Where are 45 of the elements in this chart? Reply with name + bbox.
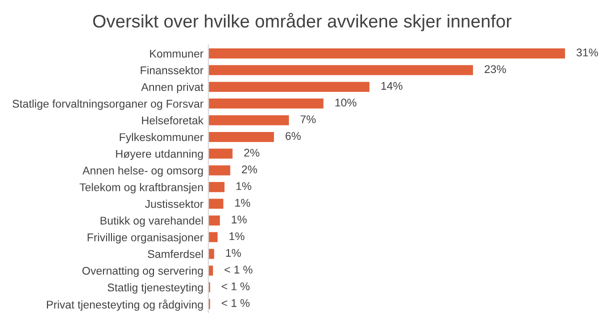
data-label: 1%	[230, 232, 244, 240]
data-label: 7%	[300, 115, 316, 124]
data-label: 1%	[232, 216, 247, 224]
bar	[208, 98, 324, 109]
bar	[208, 65, 473, 76]
bar	[208, 132, 274, 142]
data-label: 10%	[335, 98, 356, 107]
data-label: 31%	[576, 48, 598, 56]
y-tick-label: Statlige forvaltningsorganer og Forsvar	[12, 100, 204, 110]
bar	[208, 215, 220, 226]
data-label: 1%	[235, 198, 250, 207]
bar	[208, 48, 566, 58]
data-label: 2%	[244, 148, 260, 157]
y-tick-label: Fylkeskommuner	[120, 132, 204, 144]
data-label: 14%	[381, 82, 402, 90]
bar	[208, 232, 218, 242]
data-label: 1%	[226, 249, 241, 257]
bar	[208, 82, 370, 92]
y-tick-label: Annen privat	[141, 82, 204, 94]
y-tick-label: Justissektor	[145, 200, 204, 208]
bar	[208, 115, 289, 126]
y-tick-label: Samferdsel	[148, 250, 203, 258]
y-tick-label: Privat tjenesteyting og rådgiving	[46, 300, 203, 311]
y-tick-label: Overnatting og servering	[82, 266, 203, 277]
data-label: 6%	[286, 132, 301, 140]
data-label: < 1 %	[222, 299, 250, 307]
bar	[208, 198, 224, 209]
data-label: 1%	[236, 182, 252, 190]
data-label: < 1 %	[222, 282, 250, 290]
bar	[208, 148, 233, 159]
y-tick-label: Kommuner	[150, 50, 204, 58]
y-tick-label: Statlig tjenesteyting	[108, 283, 203, 294]
bar	[208, 182, 224, 192]
y-tick-label: Helseforetak	[142, 116, 204, 124]
chart-title: Oversikt over hvilke områder avvikene skjer innenfor	[93, 12, 512, 32]
data-label: 2%	[242, 165, 258, 174]
bar	[208, 165, 230, 176]
data-label: 23%	[484, 65, 506, 74]
y-tick-label: Finanssektor	[140, 66, 204, 74]
y-tick-label: Butikk og varehandel	[100, 216, 203, 227]
y-tick-label: Telekom og kraftbransjen	[80, 183, 203, 194]
y-tick-label: Frivillige organisasjoner	[88, 233, 204, 244]
data-label: < 1 %	[224, 266, 252, 274]
y-tick-label: Høyere utdanning	[116, 150, 203, 160]
y-tick-label: Annen helse- og omsorg	[82, 166, 203, 177]
